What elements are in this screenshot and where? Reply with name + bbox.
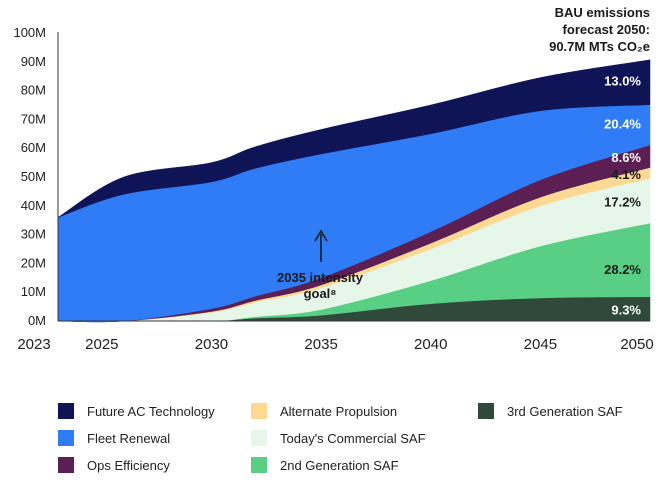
y-tick-label: 100M bbox=[13, 25, 46, 40]
goal-arrowhead bbox=[314, 229, 328, 242]
goal-label-line1: 2035 intensity bbox=[277, 270, 364, 285]
bau-line3: 90.7M MTs CO₂e bbox=[549, 39, 650, 54]
percent-label: 4.1% bbox=[611, 167, 641, 182]
y-tick-label: 50M bbox=[21, 169, 46, 184]
bau-line1: BAU emissions bbox=[555, 5, 650, 20]
y-tick-label: 60M bbox=[21, 140, 46, 155]
y-tick-label: 40M bbox=[21, 198, 46, 213]
x-tick-label: 2035 bbox=[304, 336, 337, 353]
x-tick-label: 2023 bbox=[17, 336, 50, 353]
y-tick-label: 30M bbox=[21, 227, 46, 242]
legend-item-today-s-commercial-saf: Today's Commercial SAF bbox=[251, 430, 426, 446]
y-tick-label: 0M bbox=[28, 313, 46, 328]
y-tick-label: 80M bbox=[21, 83, 46, 98]
legend-swatch bbox=[251, 403, 267, 419]
goal-label-line2: goal⁸ bbox=[304, 286, 337, 301]
bau-annotation: BAU emissions forecast 2050: 90.7M MTs C… bbox=[549, 5, 650, 54]
percent-label: 9.3% bbox=[611, 302, 641, 317]
y-tick-label: 70M bbox=[21, 111, 46, 126]
x-tick-label: 2025 bbox=[85, 336, 118, 353]
y-tick-label: 10M bbox=[21, 284, 46, 299]
x-tick-label: 2050 bbox=[620, 336, 653, 353]
percent-label: 8.6% bbox=[611, 150, 641, 165]
legend-swatch bbox=[478, 403, 494, 419]
bau-line2: forecast 2050: bbox=[563, 22, 650, 37]
y-axis-ticks: 0M 10M 20M 30M 40M 50M 60M 70M 80M 90M 100M bbox=[13, 25, 46, 328]
chart-legend: Future AC Technology Fleet Renewal Ops Eff… bbox=[58, 403, 658, 483]
legend-swatch bbox=[58, 403, 74, 419]
y-tick-label: 90M bbox=[21, 54, 46, 69]
legend-swatch bbox=[251, 430, 267, 446]
legend-label: Fleet Renewal bbox=[87, 430, 171, 446]
goal-annotation: 2035 intensity goal⁸ bbox=[277, 229, 364, 301]
percent-label: 13.0% bbox=[604, 74, 641, 89]
legend-label: Future AC Technology bbox=[87, 403, 215, 419]
legend-label: Ops Efficiency bbox=[87, 457, 170, 473]
legend-item-fleet-renewal: Fleet Renewal bbox=[58, 430, 170, 446]
legend-item-future-ac-technology: Future AC Technology bbox=[58, 403, 215, 419]
area-future-ac-technology bbox=[57, 59, 651, 218]
percent-label: 17.2% bbox=[604, 194, 641, 209]
legend-swatch bbox=[251, 457, 267, 473]
legend-label: Today's Commercial SAF bbox=[280, 430, 426, 446]
legend-item-3rd-generation-saf: 3rd Generation SAF bbox=[478, 403, 623, 419]
legend-item-alternate-propulsion: Alternate Propulsion bbox=[251, 403, 397, 419]
percent-labels: 13.0% 20.4% 8.6% 4.1% 17.2% 28.2% 9.3% bbox=[604, 74, 641, 318]
legend-item-ops-efficiency: Ops Efficiency bbox=[58, 457, 170, 473]
percent-label: 28.2% bbox=[604, 262, 641, 277]
stacked-areas bbox=[57, 59, 651, 323]
legend-label: 2nd Generation SAF bbox=[280, 457, 399, 473]
y-tick-label: 20M bbox=[21, 255, 46, 270]
x-tick-label: 2030 bbox=[195, 336, 228, 353]
percent-label: 20.4% bbox=[604, 117, 641, 132]
x-tick-label: 2040 bbox=[414, 336, 447, 353]
x-tick-label: 2045 bbox=[524, 336, 557, 353]
legend-label: Alternate Propulsion bbox=[280, 403, 398, 419]
legend-item-2nd-generation-saf: 2nd Generation SAF bbox=[251, 457, 399, 473]
legend-label: 3rd Generation SAF bbox=[507, 403, 623, 419]
legend-swatch bbox=[58, 430, 74, 446]
legend-swatch bbox=[58, 457, 74, 473]
x-axis-ticks: 2023 2025 2030 2035 2040 2045 2050 bbox=[17, 336, 653, 353]
